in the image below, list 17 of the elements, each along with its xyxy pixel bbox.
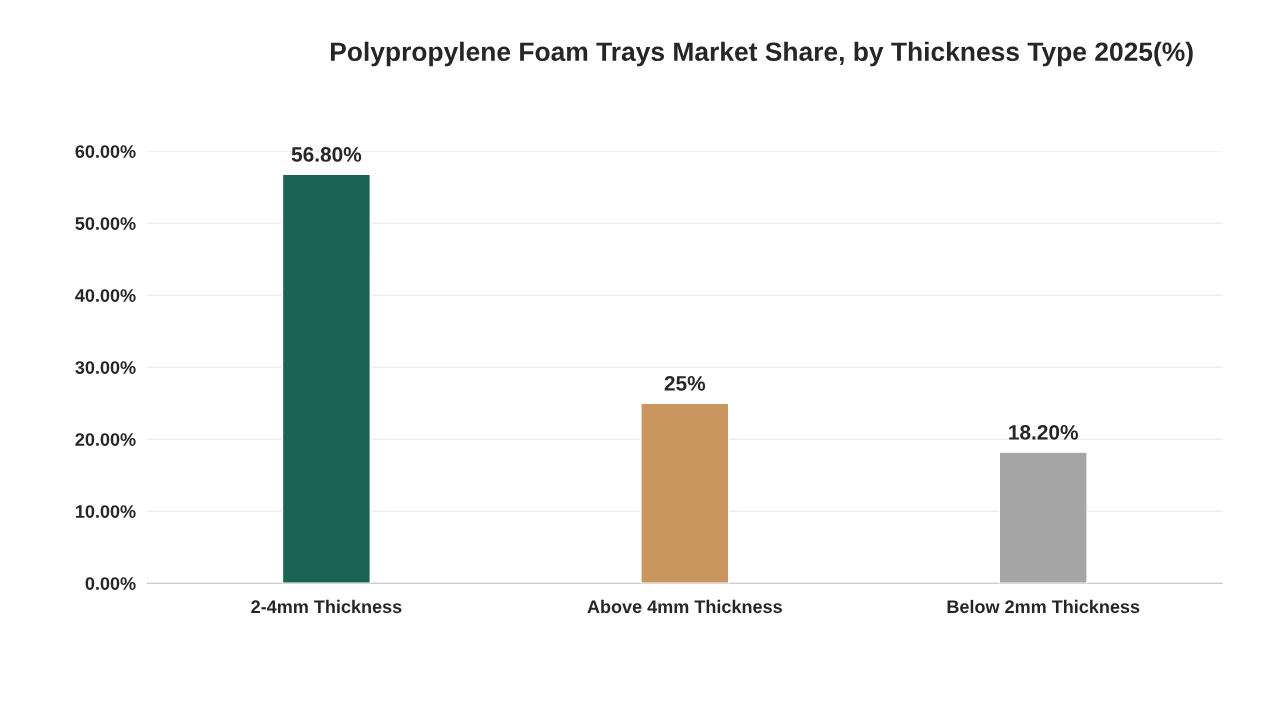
data-label: 18.20% bbox=[1009, 424, 1078, 440]
y-tick-label: 0.00% bbox=[85, 577, 136, 590]
y-tick-label: 10.00% bbox=[75, 505, 136, 518]
data-label: 56.80% bbox=[291, 147, 362, 162]
y-tick-label: 20.00% bbox=[75, 433, 136, 446]
x-tick-label: Above 4mm Thickness bbox=[587, 599, 782, 614]
y-tick-label: 40.00% bbox=[75, 289, 136, 302]
x-tick-label: 2-4mm Thickness bbox=[251, 599, 402, 614]
bar bbox=[998, 451, 1088, 584]
y-tick-label: 30.00% bbox=[75, 361, 136, 374]
chart-title: Polypropylene Foam Trays Market Share, by Thickness Type 2025(%) bbox=[330, 41, 1193, 67]
y-tick-label: 60.00% bbox=[75, 145, 136, 158]
bar bbox=[640, 402, 730, 584]
bar bbox=[281, 173, 371, 584]
x-tick-label: Below 2mm Thickness bbox=[947, 599, 1140, 614]
y-tick-label: 50.00% bbox=[75, 217, 136, 230]
data-label: 25% bbox=[664, 376, 706, 391]
